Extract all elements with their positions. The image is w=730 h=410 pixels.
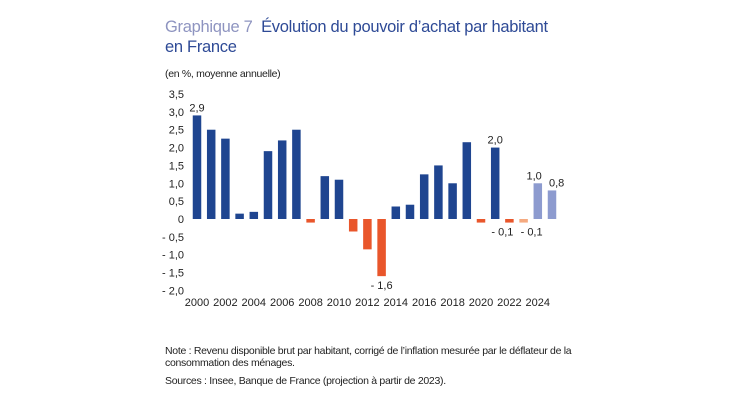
- data-label-2025: 0,8: [549, 177, 564, 189]
- chart-title-text: Évolution du pouvoir d’achat par habitan…: [165, 18, 548, 56]
- bar-2018: [448, 183, 457, 219]
- y-tick-label: 2,5: [169, 125, 184, 137]
- chart-footer: Note : Revenu disponible brut par habita…: [165, 345, 615, 387]
- y-tick-label: 2,0: [169, 143, 184, 155]
- data-label-2023: - 0,1: [521, 227, 543, 239]
- y-tick-label: 0: [178, 214, 184, 226]
- data-label-2021: 2,0: [488, 135, 503, 147]
- bar-2004: [249, 211, 259, 219]
- y-tick-label: 3,5: [169, 89, 184, 101]
- bar-2000: [192, 115, 202, 219]
- bar-2001: [206, 129, 216, 219]
- y-tick-label: 1,5: [169, 160, 184, 172]
- x-tick-label: 2022: [497, 297, 521, 309]
- bar-2021: [490, 147, 500, 219]
- y-tick-label: 3,0: [169, 107, 184, 119]
- bar-2007: [292, 129, 301, 219]
- bar-2012: [363, 219, 372, 250]
- bar-2022: [505, 219, 514, 223]
- bar-2014: [391, 206, 401, 219]
- data-label-2013: - 1,6: [371, 280, 393, 292]
- x-tick-label: 2002: [213, 297, 237, 309]
- x-tick-label: 2014: [384, 297, 408, 309]
- bar-2023: [519, 219, 528, 223]
- bar-2002: [221, 138, 230, 219]
- x-tick-label: 2018: [440, 297, 464, 309]
- bar-2025: [547, 190, 557, 219]
- bar-2008: [306, 219, 315, 223]
- y-tick-label: 1,0: [169, 178, 184, 190]
- x-tick-label: 2006: [270, 297, 294, 309]
- bar-2003: [235, 213, 244, 219]
- bar-2005: [263, 151, 273, 219]
- bar-2015: [405, 204, 415, 219]
- y-tick-label: - 1,5: [162, 268, 184, 280]
- data-label-2022: - 0,1: [491, 227, 513, 239]
- x-tick-label: 2012: [355, 297, 379, 309]
- bar-2009: [320, 176, 330, 219]
- x-tick-label: 2024: [526, 297, 550, 309]
- bar-2013: [377, 219, 386, 277]
- x-tick-label: 2016: [412, 297, 436, 309]
- x-tick-label: 2004: [242, 297, 266, 309]
- chart-title: Graphique 7 Évolution du pouvoir d’achat…: [165, 17, 548, 57]
- bar-2024: [533, 183, 543, 219]
- bar-2006: [277, 140, 287, 219]
- x-tick-label: 2000: [185, 297, 209, 309]
- x-tick-label: 2020: [469, 297, 493, 309]
- bar-2017: [434, 165, 443, 219]
- chart-number: Graphique 7: [165, 18, 253, 36]
- data-label-2024: 1,0: [527, 170, 542, 182]
- bar-2016: [419, 174, 429, 219]
- y-tick-label: - 0,5: [162, 232, 184, 244]
- bar-2011: [348, 219, 358, 232]
- y-tick-label: 0,5: [169, 196, 184, 208]
- y-tick-label: - 2,0: [162, 285, 184, 297]
- bar-2019: [462, 142, 472, 219]
- bar-2020: [476, 219, 486, 223]
- data-label-2000: 2,9: [189, 102, 204, 114]
- x-tick-label: 2008: [298, 297, 322, 309]
- x-tick-label: 2010: [327, 297, 351, 309]
- y-tick-label: - 1,0: [162, 250, 184, 262]
- unit-label: (en %, moyenne annuelle): [165, 68, 281, 80]
- chart-note: Note : Revenu disponible brut par habita…: [165, 345, 572, 369]
- bar-2010: [334, 179, 344, 219]
- chart-sources: Sources : Insee, Banque de France (proje…: [165, 375, 446, 387]
